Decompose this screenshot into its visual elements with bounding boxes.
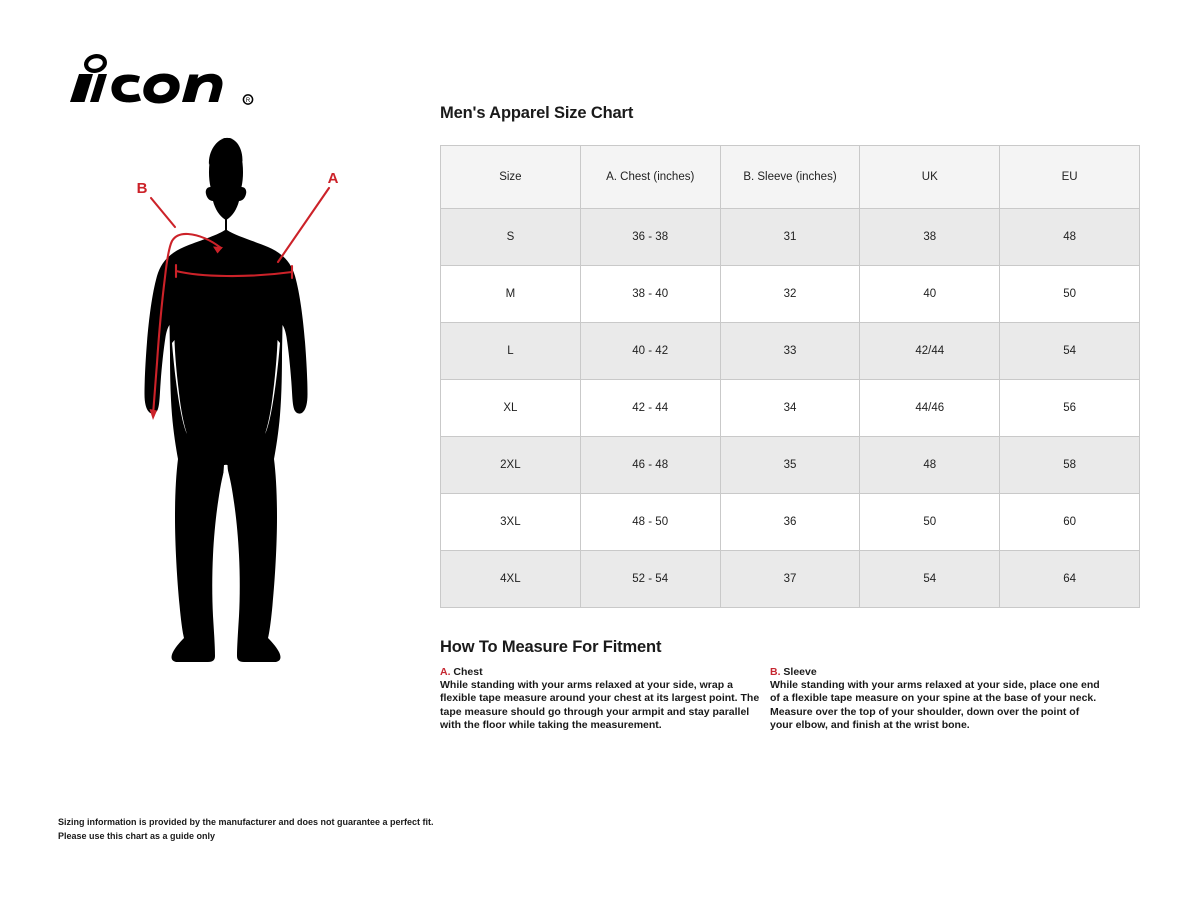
- chest-leader-line: [276, 186, 331, 264]
- size-chart-panel: Men's Apparel Size Chart Size A. Chest (…: [440, 104, 1140, 733]
- cell-chest: 36 - 38: [579, 208, 721, 266]
- sleeve-measure-label: B: [137, 180, 148, 197]
- cell-uk: 40: [859, 265, 1001, 323]
- disclaimer-line-1: Sizing information is provided by the ma…: [58, 817, 434, 827]
- cell-size: 3XL: [440, 493, 581, 551]
- sleeve-measure-path: [151, 232, 223, 417]
- table-row: 2XL 46 - 48 35 48 58: [440, 436, 1140, 494]
- table-row: M 38 - 40 32 40 50: [440, 265, 1140, 323]
- cell-eu: 58: [999, 436, 1140, 494]
- cell-size: 4XL: [440, 550, 581, 608]
- cell-size: 2XL: [440, 436, 581, 494]
- sleeve-letter: B.: [770, 666, 781, 678]
- cell-sleeve: 37: [719, 550, 861, 608]
- column-header-chest: A. Chest (inches): [579, 145, 721, 209]
- table-row: 4XL 52 - 54 37 54 64: [440, 550, 1140, 608]
- cell-sleeve: 33: [719, 322, 861, 380]
- sleeve-subheading: B. Sleeve: [770, 666, 1100, 678]
- sleeve-end-arrowhead: [149, 409, 157, 420]
- cell-uk: 54: [859, 550, 1001, 608]
- chest-label: Chest: [453, 666, 483, 678]
- cell-size: M: [440, 265, 581, 323]
- column-header-size: Size: [440, 145, 581, 209]
- cell-eu: 54: [999, 322, 1140, 380]
- svg-text:R: R: [246, 98, 251, 104]
- body-measurement-diagram: B A: [120, 135, 380, 680]
- cell-sleeve: 31: [719, 208, 861, 266]
- disclaimer-line-2: Please use this chart as a guide only: [58, 830, 216, 841]
- column-header-sleeve: B. Sleeve (inches): [719, 145, 861, 209]
- cell-eu: 60: [999, 493, 1140, 551]
- disclaimer-note: Sizing information is provided by the ma…: [58, 816, 478, 843]
- size-chart-table: Size A. Chest (inches) B. Sleeve (inches…: [440, 145, 1140, 608]
- chest-measure-label: A: [328, 170, 339, 187]
- table-header-row: Size A. Chest (inches) B. Sleeve (inches…: [440, 145, 1140, 209]
- cell-size: S: [440, 208, 581, 266]
- cell-chest: 38 - 40: [579, 265, 721, 323]
- icon-brand-logo: R: [62, 50, 257, 110]
- sleeve-leader-line: [149, 196, 177, 229]
- table-row: 3XL 48 - 50 36 50 60: [440, 493, 1140, 551]
- cell-chest: 46 - 48: [579, 436, 721, 494]
- sleeve-arrowhead: [213, 246, 223, 254]
- male-body-silhouette: [144, 137, 308, 663]
- table-row: XL 42 - 44 34 44/46 56: [440, 379, 1140, 437]
- cell-eu: 48: [999, 208, 1140, 266]
- how-to-measure-chest: A. Chest While standing with your arms r…: [440, 666, 770, 733]
- chest-subheading: A. Chest: [440, 666, 770, 678]
- cell-uk: 44/46: [859, 379, 1001, 437]
- cell-uk: 48: [859, 436, 1001, 494]
- chest-measure-path: [174, 269, 294, 278]
- chest-letter: A.: [440, 666, 451, 678]
- cell-eu: 56: [999, 379, 1140, 437]
- cell-uk: 38: [859, 208, 1001, 266]
- chest-description: While standing with your arms relaxed at…: [440, 679, 760, 732]
- column-header-uk: UK: [859, 145, 1001, 209]
- sleeve-description: While standing with your arms relaxed at…: [770, 679, 1100, 732]
- page-title: Men's Apparel Size Chart: [440, 104, 634, 122]
- how-to-measure-sleeve: B. Sleeve While standing with your arms …: [770, 666, 1100, 733]
- cell-sleeve: 32: [719, 265, 861, 323]
- cell-chest: 42 - 44: [579, 379, 721, 437]
- cell-chest: 52 - 54: [579, 550, 721, 608]
- cell-chest: 48 - 50: [579, 493, 721, 551]
- column-header-eu: EU: [999, 145, 1140, 209]
- cell-uk: 42/44: [859, 322, 1001, 380]
- cell-sleeve: 36: [719, 493, 861, 551]
- sleeve-label: Sleeve: [783, 666, 817, 678]
- cell-chest: 40 - 42: [579, 322, 721, 380]
- cell-eu: 50: [999, 265, 1140, 323]
- measure-overlay: [149, 186, 331, 420]
- table-row: S 36 - 38 31 38 48: [440, 208, 1140, 266]
- cell-size: L: [440, 322, 581, 380]
- cell-eu: 64: [999, 550, 1140, 608]
- cell-sleeve: 34: [719, 379, 861, 437]
- table-row: L 40 - 42 33 42/44 54: [440, 322, 1140, 380]
- how-to-measure-title: How To Measure For Fitment: [440, 638, 662, 656]
- cell-sleeve: 35: [719, 436, 861, 494]
- cell-size: XL: [440, 379, 581, 437]
- cell-uk: 50: [859, 493, 1001, 551]
- how-to-measure-section: How To Measure For Fitment A. Chest Whil…: [440, 638, 1140, 733]
